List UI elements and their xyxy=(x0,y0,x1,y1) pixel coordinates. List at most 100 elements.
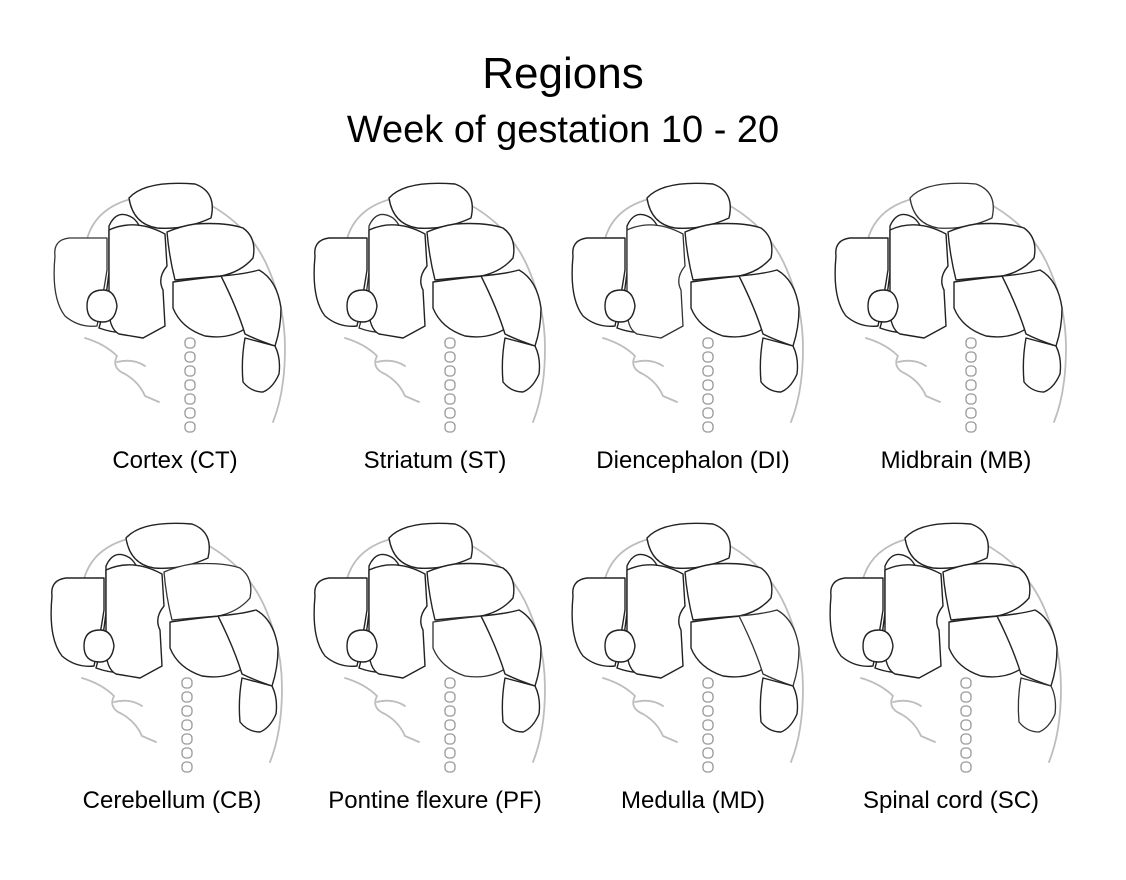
jaw-outline xyxy=(376,359,406,367)
vertebra-4 xyxy=(184,379,196,391)
vertebra-5 xyxy=(444,733,456,745)
lobe-mb xyxy=(388,182,473,229)
lobe-mb xyxy=(128,182,213,229)
brain-diagram-midbrain xyxy=(834,182,1067,433)
region-panel-striatum: Striatum (ST) xyxy=(305,178,565,508)
region-label-midbrain: Midbrain (MB) xyxy=(880,447,1032,474)
vertebra-7 xyxy=(702,761,714,773)
brain-diagram-pontine-flexure xyxy=(313,522,546,773)
lobe-md xyxy=(996,609,1058,687)
region-panel-cerebellum: Cerebellum (CB) xyxy=(42,518,302,848)
vertebra-3 xyxy=(965,365,977,377)
region-label-medulla: Medulla (MD) xyxy=(620,787,766,814)
brain-diagram-cerebellum xyxy=(50,522,283,773)
region-panel-cortex: Cortex (CT) xyxy=(45,178,305,508)
region-panel-diencephalon: Diencephalon (DI) xyxy=(563,178,823,508)
vertebra-6 xyxy=(965,407,977,419)
vertebra-1 xyxy=(702,337,714,349)
vertebra-2 xyxy=(181,691,193,703)
ventricle xyxy=(346,629,378,663)
lobe-di xyxy=(368,564,428,679)
lobe-cb xyxy=(426,562,515,621)
jaw-outline xyxy=(113,699,143,707)
lobe-cb xyxy=(684,562,773,621)
vertebra-3 xyxy=(181,705,193,717)
lobe-di xyxy=(105,564,165,679)
face-outline xyxy=(84,337,160,403)
vertebra-5 xyxy=(444,393,456,405)
region-label-pontine-flexure: Pontine flexure (PF) xyxy=(328,787,542,814)
vertebra-6 xyxy=(184,407,196,419)
vertebra-2 xyxy=(702,691,714,703)
lobe-cb xyxy=(947,222,1036,281)
vertebra-5 xyxy=(184,393,196,405)
vertebra-6 xyxy=(702,407,714,419)
vertebra-7 xyxy=(181,761,193,773)
vertebra-6 xyxy=(444,407,456,419)
lobe-mb xyxy=(646,522,731,569)
lobe-sc xyxy=(759,677,799,733)
lobe-mb xyxy=(904,522,989,569)
ventricle xyxy=(83,629,115,663)
figure-title: Regions xyxy=(482,49,644,98)
vertebra-4 xyxy=(444,379,456,391)
ventricle xyxy=(867,289,899,323)
lobe-di xyxy=(108,224,168,339)
lobe-mb-highlighted xyxy=(909,182,994,229)
region-panel-pontine-flexure: Pontine flexure (PF) xyxy=(305,518,565,848)
lobe-sc xyxy=(501,337,541,393)
vertebra-4 xyxy=(702,379,714,391)
jaw-outline xyxy=(376,699,406,707)
lobe-cb xyxy=(684,222,773,281)
lobe-mb xyxy=(388,522,473,569)
lobe-cb xyxy=(426,222,515,281)
region-label-striatum: Striatum (ST) xyxy=(363,447,507,474)
jaw-outline xyxy=(897,359,927,367)
brain-diagram-cortex xyxy=(53,182,286,433)
vertebra-5 xyxy=(181,733,193,745)
face-outline xyxy=(602,677,678,743)
region-label-cerebellum: Cerebellum (CB) xyxy=(82,787,262,814)
ventricle xyxy=(86,289,118,323)
lobe-md xyxy=(480,609,542,687)
vertebra-7 xyxy=(184,421,196,433)
vertebra-7 xyxy=(965,421,977,433)
face-outline xyxy=(602,337,678,403)
figure-subtitle: Week of gestation 10 - 20 xyxy=(346,109,780,151)
jaw-outline xyxy=(116,359,146,367)
region-label-diencephalon: Diencephalon (DI) xyxy=(596,447,790,474)
lobe-md-highlighted xyxy=(738,609,800,687)
vertebra-1 xyxy=(702,677,714,689)
vertebra-2 xyxy=(960,691,972,703)
vertebra-5 xyxy=(702,733,714,745)
lobe-mb xyxy=(646,182,731,229)
jaw-outline xyxy=(634,699,664,707)
lobe-sc-highlighted xyxy=(1017,677,1057,733)
face-outline xyxy=(344,337,420,403)
brain-diagram-striatum xyxy=(313,182,546,433)
vertebra-1 xyxy=(960,677,972,689)
vertebra-5 xyxy=(702,393,714,405)
jaw-outline xyxy=(634,359,664,367)
vertebra-4 xyxy=(965,379,977,391)
lobe-cb xyxy=(942,562,1031,621)
lobe-di xyxy=(368,224,428,339)
vertebra-6 xyxy=(960,747,972,759)
brain-diagram-diencephalon xyxy=(571,182,804,433)
vertebra-3 xyxy=(184,365,196,377)
vertebra-4 xyxy=(702,719,714,731)
lobe-md xyxy=(738,269,800,347)
vertebra-7 xyxy=(960,761,972,773)
vertebra-6 xyxy=(181,747,193,759)
vertebra-4 xyxy=(444,719,456,731)
vertebra-3 xyxy=(444,705,456,717)
vertebra-2 xyxy=(444,691,456,703)
region-panel-spinal-cord: Spinal cord (SC) xyxy=(821,518,1081,848)
lobe-sc xyxy=(759,337,799,393)
vertebra-1 xyxy=(965,337,977,349)
vertebra-1 xyxy=(181,677,193,689)
vertebra-3 xyxy=(702,705,714,717)
face-outline xyxy=(81,677,157,743)
region-label-spinal-cord: Spinal cord (SC) xyxy=(862,787,1040,814)
face-outline xyxy=(344,677,420,743)
